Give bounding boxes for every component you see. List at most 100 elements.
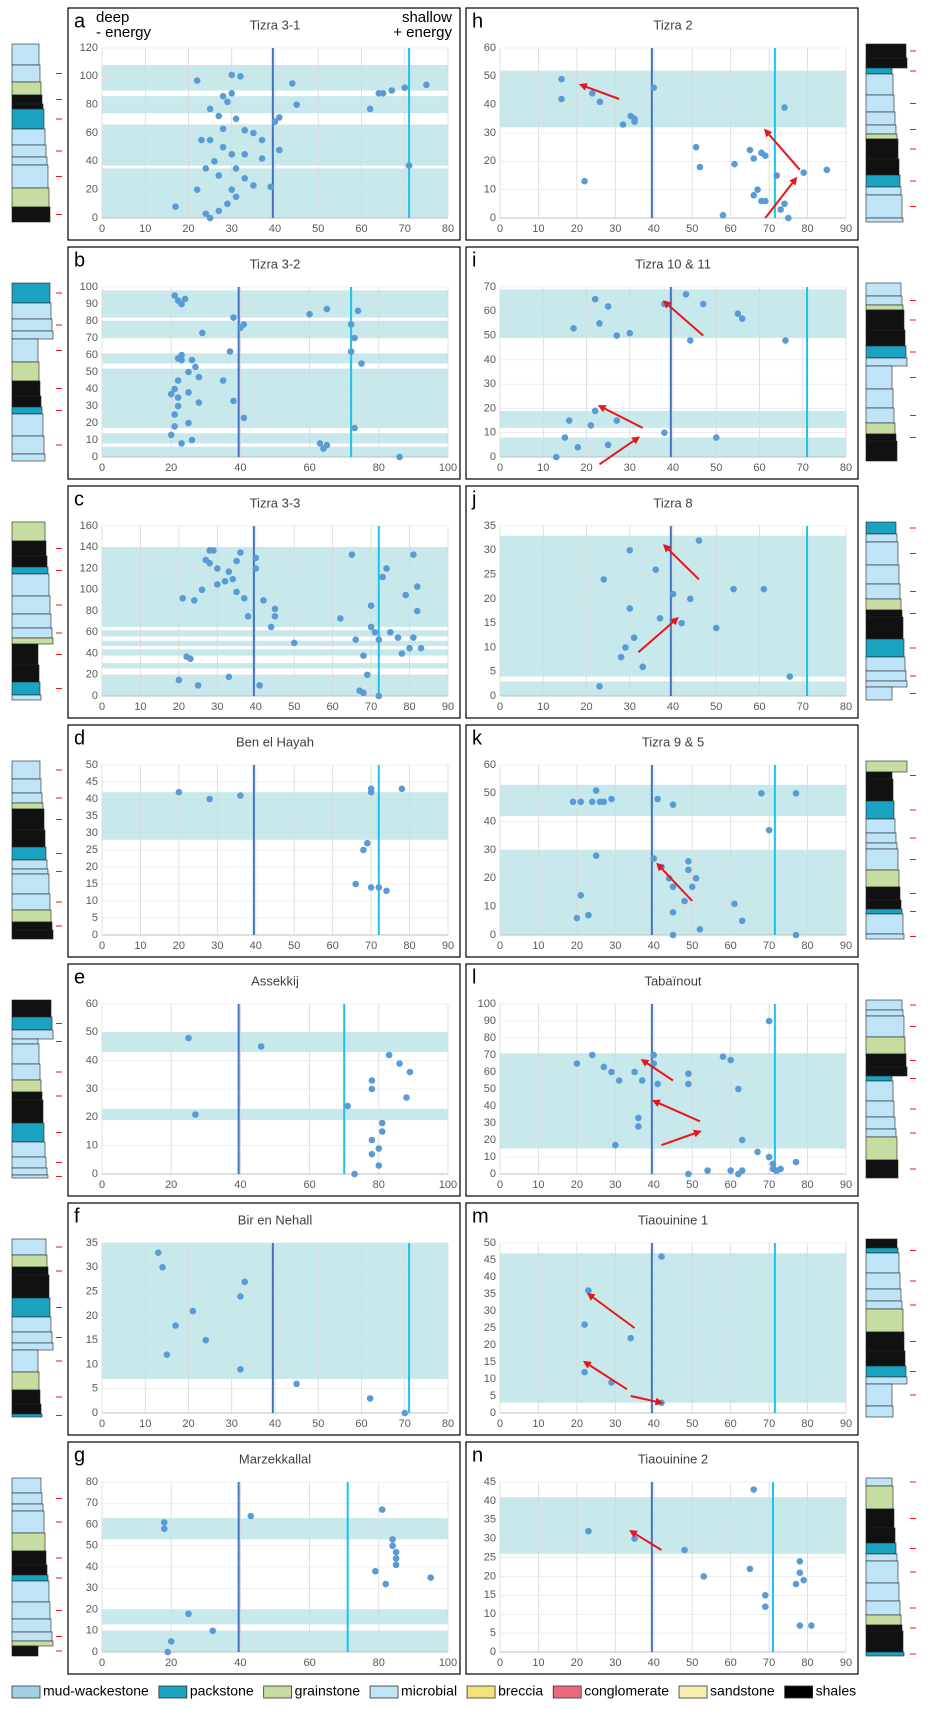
y-tick-label: 35 [484,1514,496,1526]
data-point [237,325,244,332]
strat-layer [866,408,894,423]
data-point [570,799,577,806]
strat-layer [866,1625,902,1631]
strat-layer [12,1030,53,1039]
strat-layer [866,639,904,657]
y-tick-label: 50 [86,759,98,771]
x-tick-label: 10 [134,701,146,713]
x-tick-label: 30 [609,1179,621,1191]
data-point [739,1167,746,1174]
data-point [704,1167,711,1174]
data-point [596,320,603,327]
y-tick-label: 140 [80,541,98,553]
annotation: - energy [96,24,152,41]
x-tick-label: 40 [648,1418,660,1430]
y-tick-label: 30 [86,1582,98,1594]
y-tick-label: 90 [86,298,98,310]
data-point [190,1308,197,1315]
data-point [566,417,573,424]
data-point [191,597,198,604]
x-tick-label: 80 [442,1418,454,1430]
strat-layer [12,381,40,396]
strat-layer [12,761,40,779]
strat-layer [866,1137,897,1160]
data-point [720,1053,727,1060]
data-point [418,645,425,652]
data-point [402,592,409,599]
data-point [228,186,235,193]
x-tick-label: 50 [686,1179,698,1191]
data-point [220,377,227,384]
x-tick-label: 60 [725,940,737,952]
data-point [206,560,213,567]
data-point [171,411,178,418]
y-tick-label: 20 [86,184,98,196]
panel-letter: f [74,1205,80,1227]
data-point [196,399,203,406]
y-tick-label: 40 [484,1100,496,1112]
shaded-band [102,433,448,443]
strat-layer [866,1117,895,1129]
strat-layer [12,331,53,339]
data-point [259,155,266,162]
data-point [344,1103,351,1110]
data-point [291,640,298,647]
x-tick-label: 60 [753,701,765,713]
data-point [635,1123,642,1130]
data-point [592,296,599,303]
x-tick-label: 40 [648,1179,660,1191]
x-tick-label: 20 [571,223,583,235]
y-tick-label: 0 [92,929,98,941]
x-tick-label: 100 [439,1657,457,1669]
strat-layer [866,584,900,599]
strat-layer [12,104,43,109]
strat-layer [866,522,896,534]
data-point [360,847,367,854]
data-point [164,1351,171,1358]
strat-layer [866,159,899,175]
y-tick-label: 20 [86,1603,98,1615]
data-point [601,799,608,806]
strat-layer [12,1390,40,1404]
data-point [228,90,235,97]
x-tick-label: 30 [624,462,636,474]
x-tick-label: 60 [303,1657,315,1669]
x-tick-label: 50 [288,940,300,952]
data-point [175,377,182,384]
y-tick-label: 0 [490,1168,496,1180]
data-point [222,578,229,585]
data-point [189,357,196,364]
data-point [228,72,235,79]
strat-layer [866,887,900,900]
data-point [230,398,237,405]
y-tick-label: 15 [86,878,98,890]
strat-layer [866,1332,904,1351]
strat-layer [866,58,907,68]
data-point [735,1086,742,1093]
y-tick-label: 50 [484,329,496,341]
data-point [589,90,596,97]
legend-label: sandstone [710,1683,775,1699]
data-point [406,162,413,169]
data-point [739,315,746,322]
strat-layer [866,1101,894,1117]
x-tick-label: 60 [303,462,315,474]
y-tick-label: 10 [86,434,98,446]
data-point [730,586,737,593]
x-tick-label: 0 [99,1179,105,1191]
strat-layer [12,1332,52,1343]
data-point [747,1566,754,1573]
data-point [681,898,688,905]
data-point [605,442,612,449]
strat-layer [12,319,52,331]
shaded-band [102,1610,448,1625]
data-point [203,1337,210,1344]
data-point [369,1077,376,1084]
x-tick-label: 80 [373,1179,385,1191]
strat-layer [866,1129,896,1137]
data-point [230,314,237,321]
y-tick-label: 40 [86,383,98,395]
x-tick-label: 30 [609,940,621,952]
x-tick-label: 0 [497,223,503,235]
data-point [247,1513,254,1520]
